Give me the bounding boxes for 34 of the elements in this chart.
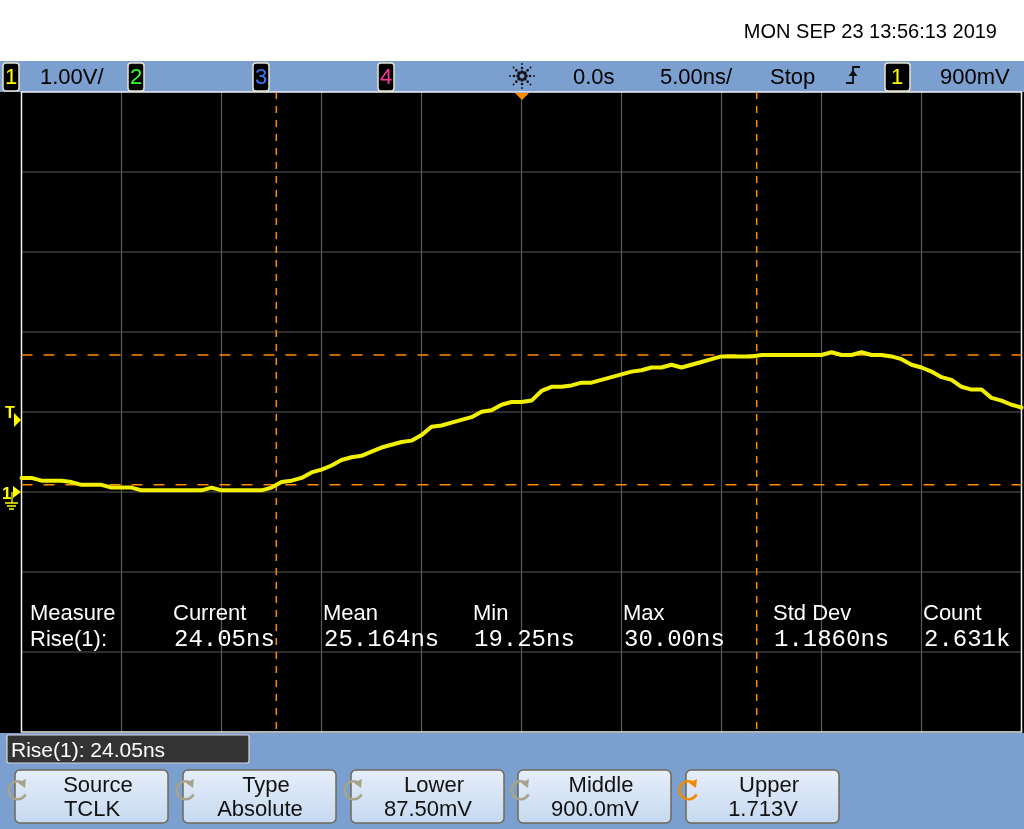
text: Count (923, 600, 982, 625)
text: TCLK (63, 796, 121, 821)
text: 1.00V/ (40, 64, 105, 89)
text: T (5, 404, 15, 421)
text: Min (473, 600, 509, 625)
text: Type (242, 772, 290, 797)
text: Max (623, 600, 665, 625)
text: 5.00ns/ (660, 64, 734, 89)
text: 19.25ns (474, 626, 575, 653)
text: 1.713V (728, 796, 799, 821)
text: Stop (770, 64, 816, 89)
text: 1 (890, 64, 904, 89)
text: Lower (404, 772, 464, 797)
text: Std Dev (773, 600, 852, 625)
text: 87.50mV (383, 796, 473, 821)
text: 1.1860ns (774, 626, 890, 653)
text: Rise(1): (30, 626, 108, 651)
text: Rise(1): 24.05ns (11, 738, 166, 761)
text: 24.05ns (174, 626, 275, 653)
text: 2.631k (924, 626, 1011, 653)
text: Absolute (217, 796, 303, 821)
text: Mean (323, 600, 379, 625)
text: Measure (30, 600, 116, 625)
text: Source (63, 772, 133, 797)
text: 900.0mV (550, 796, 640, 821)
text: Upper (739, 772, 799, 797)
text: 30.00ns (624, 626, 725, 653)
text: 0.0s (573, 64, 615, 89)
text: 25.164ns (324, 626, 440, 653)
text: Middle (568, 772, 634, 797)
text: MON SEP 23 13:56:13 2019 (743, 20, 997, 42)
text: 1 (2, 484, 12, 503)
text: 900mV (940, 64, 1011, 89)
text: Current (173, 600, 247, 625)
